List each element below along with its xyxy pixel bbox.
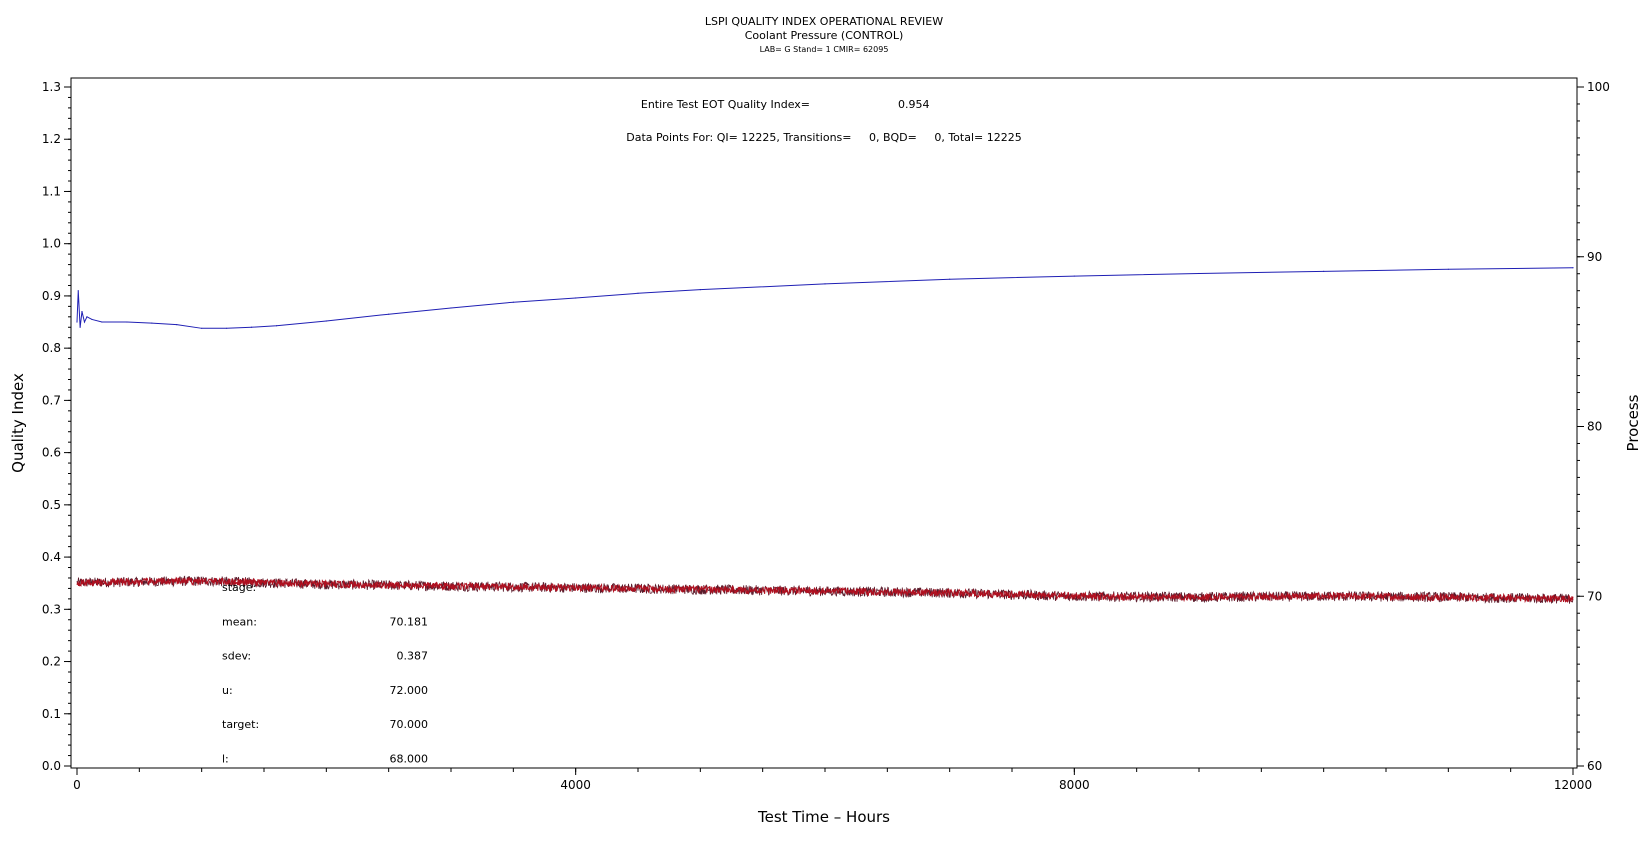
- chart-subtitle: Coolant Pressure (CONTROL): [745, 29, 904, 42]
- process-series-line: [76, 576, 1574, 604]
- stat-label: u:: [222, 684, 233, 697]
- y-right-axis-ticks: 60 70 80 90 100: [1577, 80, 1610, 773]
- quality-index-point: [226, 327, 228, 329]
- eot-quality-label: Entire Test EOT Quality Index=: [641, 98, 810, 111]
- stat-value: 68.000: [390, 753, 429, 766]
- quality-index-point: [151, 322, 153, 324]
- y-left-tick-label: 1.2: [42, 132, 61, 146]
- x-tick-label: 0: [73, 778, 81, 792]
- x-axis-ticks: 0 4000 8000 12000: [73, 768, 1592, 792]
- x-tick-label: 8000: [1059, 778, 1090, 792]
- quality-index-point: [101, 321, 103, 323]
- quality-index-point: [176, 324, 178, 326]
- y-left-tick-label: 0.1: [42, 707, 61, 721]
- x-axis-label: Test Time – Hours: [757, 808, 890, 826]
- quality-index-point: [201, 327, 203, 329]
- y-left-tick-label: 1.0: [42, 237, 61, 251]
- quality-index-point: [79, 326, 81, 328]
- quality-index-point: [824, 283, 826, 285]
- y-right-tick-label: 60: [1587, 759, 1602, 773]
- quality-index-point: [325, 320, 327, 322]
- quality-index-point: [1323, 270, 1325, 272]
- quality-index-point: [91, 318, 93, 321]
- quality-index-point: [450, 307, 452, 309]
- x-tick-label: 12000: [1554, 778, 1592, 792]
- data-points-summary: Data Points For: QI= 12225, Transitions=…: [626, 131, 1021, 144]
- eot-quality-value: 0.954: [898, 98, 930, 111]
- y-left-tick-label: 0.8: [42, 341, 61, 355]
- y-left-tick-label: 0.0: [42, 759, 61, 773]
- quality-index-point: [275, 325, 278, 327]
- y-left-tick-label: 0.5: [42, 498, 61, 512]
- series-layer: [76, 267, 1574, 604]
- chart-title: LSPI QUALITY INDEX OPERATIONAL REVIEW: [705, 15, 943, 28]
- quality-index-point: [575, 297, 577, 299]
- quality-index-point: [81, 310, 83, 313]
- quality-index-point: [388, 313, 390, 315]
- stat-value: 72.000: [390, 684, 429, 697]
- stat-value: 0.387: [397, 650, 429, 663]
- y-left-tick-label: 1.1: [42, 184, 61, 198]
- y-left-tick-label: 0.6: [42, 446, 61, 460]
- y-left-tick-label: 0.7: [42, 393, 61, 407]
- y-left-tick-label: 0.4: [42, 550, 61, 564]
- quality-index-point: [637, 292, 639, 294]
- quality-index-line: [76, 267, 1574, 329]
- stat-label: target:: [222, 718, 259, 731]
- y-right-tick-label: 90: [1587, 250, 1602, 264]
- stat-label: l:: [222, 753, 229, 766]
- x-tick-label: 4000: [560, 778, 591, 792]
- quality-index-point: [76, 321, 78, 323]
- y-right-tick-label: 80: [1587, 420, 1602, 434]
- quality-index-point: [949, 278, 951, 280]
- stat-label: stage:: [222, 581, 256, 594]
- stat-label: sdev:: [222, 650, 251, 663]
- quality-index-point: [77, 290, 79, 292]
- y-left-tick-label: 0.2: [42, 655, 61, 669]
- quality-index-point: [126, 321, 128, 323]
- quality-index-point: [250, 326, 253, 328]
- quality-index-point: [1073, 275, 1075, 277]
- quality-index-point: [512, 301, 514, 303]
- y-right-axis-label: Process: [1624, 394, 1642, 451]
- y-right-tick-label: 100: [1587, 80, 1610, 94]
- y-left-axis-ticks: 0.0 0.1 0.2 0.3 0.4 0.5 0.6 0.7 0.8 0.9 1.0 1.1 1.2 1…: [42, 80, 71, 773]
- quality-index-point: [699, 289, 701, 291]
- process-noise-line: [76, 575, 1574, 604]
- chart-subsubtitle: LAB= G Stand= 1 CMIR= 62095: [760, 45, 889, 54]
- y-left-tick-label: 0.3: [42, 602, 61, 616]
- plot-frame: [70, 77, 1578, 769]
- quality-index-point: [1572, 267, 1574, 269]
- quality-index-point: [83, 321, 86, 323]
- quality-index-point: [1198, 272, 1200, 275]
- stat-label: mean:: [222, 615, 257, 628]
- stat-value: 70.181: [390, 615, 429, 628]
- y-left-tick-label: 0.9: [42, 289, 61, 303]
- stat-value: 70.000: [390, 718, 429, 731]
- y-left-tick-label: 1.3: [42, 80, 61, 94]
- y-right-tick-label: 70: [1587, 589, 1602, 603]
- quality-index-point: [1447, 268, 1449, 270]
- quality-index-point: [86, 316, 88, 318]
- y-left-axis-label: Quality Index: [9, 373, 27, 473]
- stats-table: stage: mean: 70.181 sdev: 0.387 u: 72.000 targe…: [222, 581, 428, 766]
